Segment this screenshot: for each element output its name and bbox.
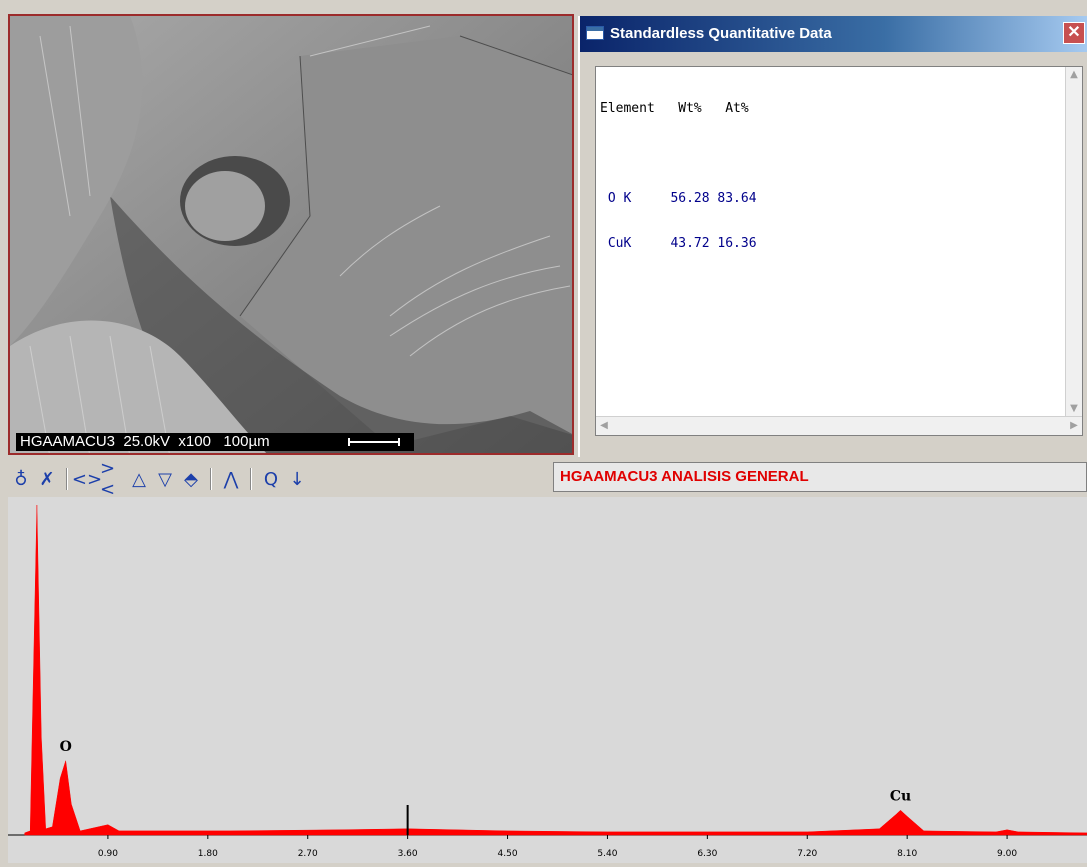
x-tick-label: 8.10 bbox=[897, 849, 917, 859]
vertical-scrollbar[interactable]: ▲ ▼ bbox=[1065, 67, 1082, 417]
x-tick-label: 4.50 bbox=[498, 849, 518, 859]
window-icon bbox=[586, 26, 604, 40]
quant-titlebar[interactable]: Standardless Quantitative Data ✕ bbox=[580, 16, 1087, 52]
quant-text-area[interactable]: Element Wt% At% O K 56.28 83.64 CuK 43.7… bbox=[595, 66, 1083, 436]
zoom-icon[interactable]: Q bbox=[263, 468, 279, 490]
x-tick-label: 3.60 bbox=[398, 849, 418, 859]
quant-window: Standardless Quantitative Data ✕ Element… bbox=[578, 16, 1087, 457]
toolbar-separator bbox=[250, 468, 252, 490]
x-tick-label: 2.70 bbox=[298, 849, 318, 859]
scale-bar bbox=[348, 438, 400, 446]
scale-down-icon[interactable]: ▽ bbox=[158, 468, 172, 490]
x-tick-label: 5.40 bbox=[597, 849, 617, 859]
x-tick-label: 0.90 bbox=[98, 849, 118, 859]
sem-micrograph bbox=[10, 16, 572, 453]
toolbar-separator bbox=[66, 468, 68, 490]
erase-icon[interactable]: ⬘ bbox=[184, 468, 198, 490]
quant-title: Standardless Quantitative Data bbox=[610, 25, 832, 42]
scroll-down-icon[interactable]: ▼ bbox=[1070, 403, 1078, 414]
toolbar-separator bbox=[210, 468, 212, 490]
spectrum-title: HGAAMACU3 ANALISIS GENERAL bbox=[553, 462, 1087, 492]
scale-up-icon[interactable]: △ bbox=[132, 468, 146, 490]
expand-icon[interactable]: <> bbox=[71, 468, 103, 490]
x-tick-label: 1.80 bbox=[198, 849, 218, 859]
peak-label-o: O bbox=[60, 739, 72, 755]
quant-header: Element Wt% At% bbox=[600, 101, 749, 116]
spectrum-svg: 0.90 1.80 2.70 3.60 4.50 5.40 6.30 7.20 8.10 9.00… bbox=[8, 504, 1087, 859]
blank-line bbox=[600, 146, 757, 161]
spectrum-chart[interactable]: 0.90 1.80 2.70 3.60 4.50 5.40 6.30 7.20 8.10 9.00… bbox=[8, 497, 1087, 863]
quant-row-o: O K 56.28 83.64 bbox=[600, 191, 757, 206]
spectrum-series-0 bbox=[24, 504, 1087, 836]
close-button[interactable]: ✕ bbox=[1063, 22, 1085, 44]
marker-icon[interactable]: ✗ bbox=[39, 468, 55, 490]
scroll-up-icon[interactable]: ▲ bbox=[1070, 69, 1078, 80]
x-tick-label: 6.30 bbox=[697, 849, 717, 859]
x-tick-label: 7.20 bbox=[797, 849, 817, 859]
arrow-down-icon[interactable]: ↓ bbox=[289, 468, 305, 490]
scroll-right-icon[interactable]: ▶ bbox=[1070, 420, 1078, 431]
quant-row-cu: CuK 43.72 16.36 bbox=[600, 236, 757, 251]
peaks-icon[interactable]: ⋀ bbox=[223, 468, 239, 490]
horizontal-scrollbar[interactable]: ◀ ▶ bbox=[596, 416, 1082, 435]
sem-image-panel: HGAAMACU3 25.0kV x100 100µm bbox=[8, 14, 574, 455]
scroll-left-icon[interactable]: ◀ bbox=[600, 420, 608, 431]
probe-icon[interactable]: ♁ bbox=[14, 468, 28, 490]
x-tick-label: 9.00 bbox=[997, 849, 1017, 859]
peak-label-cu: Cu bbox=[890, 788, 911, 804]
compress-icon[interactable]: >< bbox=[100, 458, 116, 500]
quant-table: Element Wt% At% O K 56.28 83.64 CuK 43.7… bbox=[600, 71, 757, 281]
spectrum-toolbar: ♁ ✗ <> >< △ ▽ ⬘ ⋀ Q ↓ bbox=[8, 458, 548, 500]
sem-caption: HGAAMACU3 25.0kV x100 100µm bbox=[16, 433, 414, 451]
